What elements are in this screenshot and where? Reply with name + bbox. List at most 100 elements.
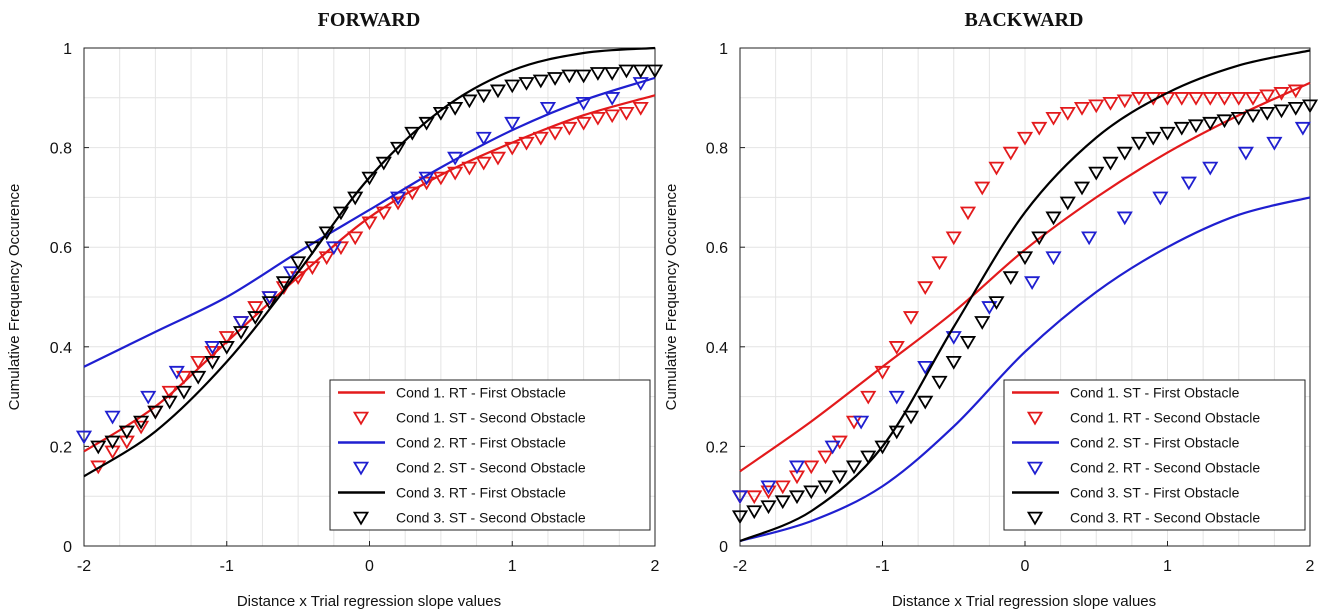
legend-item: Cond 2. ST - Second Obstacle xyxy=(352,460,586,476)
data-point-marker xyxy=(1045,211,1062,226)
data-point-marker xyxy=(945,231,962,246)
data-point-marker xyxy=(731,490,749,505)
legend-label: Cond 1. ST - Second Obstacle xyxy=(396,410,586,426)
legend-item: Cond 2. RT - First Obstacle xyxy=(338,435,566,451)
legend-marker-swatch xyxy=(352,511,370,526)
data-point-marker xyxy=(931,256,948,271)
data-point-marker xyxy=(218,341,235,355)
data-point-marker xyxy=(175,370,192,385)
data-point-marker xyxy=(931,375,948,390)
data-point-marker xyxy=(1230,111,1247,126)
data-point-marker xyxy=(504,141,521,156)
x-tick-label: 1 xyxy=(1163,558,1172,575)
data-point-marker xyxy=(532,74,549,89)
data-point-marker xyxy=(261,296,278,310)
legend-item: Cond 3. RT - Second Obstacle xyxy=(1026,510,1260,526)
x-tick-label: 0 xyxy=(1021,558,1030,575)
x-tick-label: 1 xyxy=(508,558,517,575)
data-point-marker xyxy=(461,161,478,176)
legend-label: Cond 2. ST - First Obstacle xyxy=(1070,435,1240,451)
data-point-marker xyxy=(418,171,435,186)
data-point-marker xyxy=(1216,92,1233,106)
data-point-marker xyxy=(1045,251,1062,266)
y-tick-label: 0.6 xyxy=(50,240,72,257)
data-point-marker xyxy=(347,191,364,206)
x-tick-label: 2 xyxy=(1306,558,1315,575)
data-point-marker xyxy=(817,480,834,495)
data-point-marker xyxy=(902,311,920,325)
data-point-marker xyxy=(518,136,535,151)
data-point-marker xyxy=(204,355,221,370)
data-point-marker xyxy=(917,360,934,375)
y-tick-label: 0.2 xyxy=(50,439,72,456)
data-point-marker xyxy=(1031,121,1048,136)
legend-item: Cond 2. RT - Second Obstacle xyxy=(1026,460,1260,476)
data-point-marker xyxy=(760,480,777,495)
x-tick-label: -1 xyxy=(220,558,234,575)
data-point-marker xyxy=(575,116,592,131)
data-point-marker xyxy=(959,336,977,350)
data-point-marker xyxy=(318,226,335,241)
data-point-marker xyxy=(888,390,905,405)
data-point-marker xyxy=(404,126,421,141)
data-point-marker xyxy=(788,460,806,475)
data-point-marker xyxy=(318,251,335,266)
data-point-marker xyxy=(632,101,649,116)
data-point-marker xyxy=(988,161,1005,176)
data-point-marker xyxy=(945,331,962,345)
data-point-marker xyxy=(632,64,649,79)
data-point-marker xyxy=(190,355,207,370)
data-point-marker xyxy=(432,171,449,186)
data-point-marker xyxy=(1273,87,1290,101)
data-point-marker xyxy=(959,206,977,221)
data-point-marker xyxy=(1002,271,1019,286)
data-point-marker xyxy=(275,276,292,291)
forward-title: FORWARD xyxy=(318,9,421,31)
data-point-marker xyxy=(888,425,905,440)
legend-label: Cond 2. RT - Second Obstacle xyxy=(1070,460,1260,476)
backward-panel: BACKWARD Distance x Trial regression slo… xyxy=(663,9,1319,610)
data-point-marker xyxy=(1202,116,1219,131)
data-point-marker xyxy=(375,156,392,171)
data-point-marker xyxy=(475,131,492,146)
legend-item: Cond 1. ST - Second Obstacle xyxy=(352,410,586,426)
data-point-marker xyxy=(1116,94,1133,109)
legend-label: Cond 3. RT - Second Obstacle xyxy=(1070,510,1260,526)
data-point-marker xyxy=(247,311,264,325)
data-point-marker xyxy=(760,500,777,515)
legend-box xyxy=(1003,379,1306,531)
legend-label: Cond 1. ST - First Obstacle xyxy=(1070,385,1240,401)
legend-label: Cond 1. RT - First Obstacle xyxy=(396,385,566,401)
y-tick-label: 1 xyxy=(719,41,728,58)
data-point-marker xyxy=(539,101,557,116)
data-point-marker xyxy=(853,415,870,430)
data-point-marker xyxy=(504,79,521,94)
data-point-marker xyxy=(75,430,93,445)
data-point-marker xyxy=(389,141,407,156)
x-tick-label: 0 xyxy=(365,558,374,575)
series-cond-3-rt-first-obstacle xyxy=(83,46,656,478)
data-point-marker xyxy=(475,156,492,171)
data-point-marker xyxy=(1187,119,1205,134)
data-point-marker xyxy=(874,440,891,455)
data-point-marker xyxy=(304,241,321,256)
data-point-marker xyxy=(489,151,507,166)
data-point-marker xyxy=(447,101,464,116)
data-point-marker xyxy=(1159,126,1176,141)
data-point-marker xyxy=(204,341,221,355)
data-point-marker xyxy=(803,460,820,475)
data-point-marker xyxy=(1145,131,1162,146)
legend-item: Cond 1. ST - First Obstacle xyxy=(1012,385,1240,401)
data-point-marker xyxy=(389,191,407,206)
data-point-marker xyxy=(1244,92,1262,106)
data-point-marker xyxy=(803,485,820,500)
forward-x-axis-label: Distance x Trial regression slope values xyxy=(237,593,501,610)
data-point-marker xyxy=(133,420,150,435)
data-point-marker xyxy=(1059,106,1076,121)
legend-label: Cond 3. RT - First Obstacle xyxy=(396,485,566,501)
legend-label: Cond 2. ST - Second Obstacle xyxy=(396,460,586,476)
data-point-marker xyxy=(290,256,307,271)
data-point-marker xyxy=(1187,92,1205,106)
data-point-marker xyxy=(1045,111,1062,126)
data-point-marker xyxy=(532,131,549,146)
